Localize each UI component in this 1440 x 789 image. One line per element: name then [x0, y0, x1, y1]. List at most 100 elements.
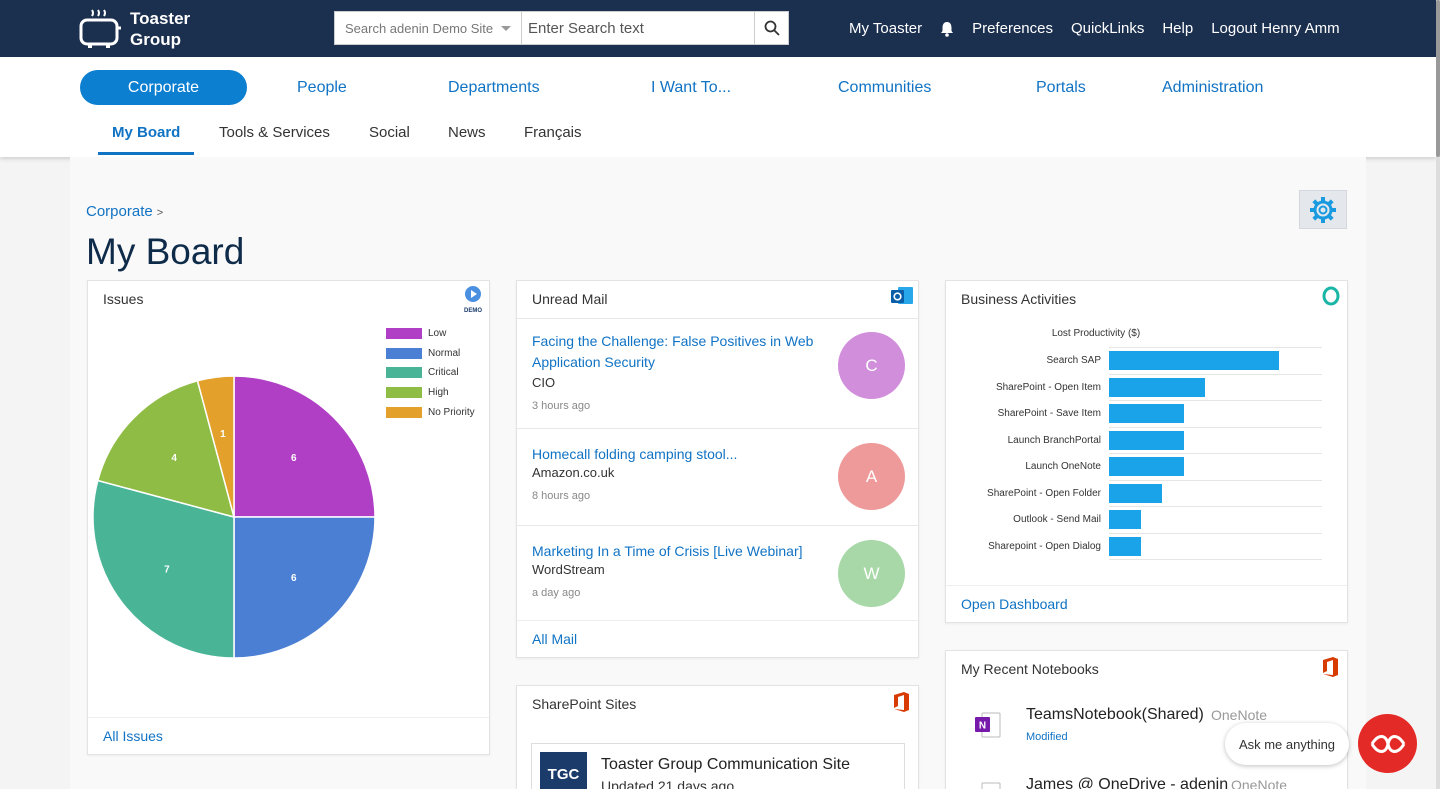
- bar[interactable]: [1109, 351, 1280, 370]
- svg-text:N: N: [979, 721, 986, 732]
- mail-subject[interactable]: Marketing In a Time of Crisis [Live Webi…: [532, 543, 803, 559]
- pie-slice-critical[interactable]: [92, 479, 235, 659]
- mail-item[interactable]: Marketing In a Time of Crisis [Live Webi…: [517, 525, 918, 622]
- tab-social[interactable]: Social: [369, 124, 410, 141]
- gridline: [1109, 426, 1322, 428]
- bell-icon[interactable]: [940, 21, 954, 37]
- bar-category-label: Search SAP: [1046, 355, 1101, 366]
- notebook-app: OneNote: [1231, 777, 1288, 789]
- top-links: My Toaster Preferences QuickLinks Help L…: [849, 0, 1340, 57]
- chat-button[interactable]: [1358, 714, 1417, 773]
- nav-departments[interactable]: Departments: [448, 79, 540, 96]
- business-title: Business Activities: [961, 291, 1077, 307]
- legend-label: No Priority: [428, 406, 475, 418]
- bar-category-label: Launch OneNote: [1025, 461, 1101, 472]
- gear-icon: [1310, 196, 1336, 223]
- bar-category-label: SharePoint - Open Item: [995, 381, 1101, 393]
- tab-my-board[interactable]: My Board: [112, 124, 181, 141]
- legend-item[interactable]: High: [386, 387, 449, 399]
- help-link[interactable]: Help: [1162, 20, 1194, 37]
- legend-swatch: [386, 328, 422, 339]
- breadcrumb: Corporate >: [86, 203, 163, 220]
- mail-item[interactable]: Homecall folding camping stool... Amazon…: [517, 428, 918, 525]
- office-icon: [1323, 657, 1338, 677]
- bar-category-label: Launch BranchPortal: [1007, 434, 1101, 446]
- site-name[interactable]: Toaster Group Communication Site: [601, 756, 850, 773]
- avatar: C: [838, 332, 905, 399]
- bar[interactable]: [1109, 430, 1184, 450]
- pie-slice-high[interactable]: [96, 379, 236, 519]
- mail-time: a day ago: [532, 587, 581, 599]
- search-input[interactable]: [522, 12, 754, 44]
- notebook-item[interactable]: James @ OneDrive - adenin OneNote: [974, 776, 1334, 789]
- demo-icon: DEMO: [462, 285, 484, 314]
- mail-time: 8 hours ago: [532, 490, 591, 502]
- nav-people[interactable]: People: [297, 79, 347, 96]
- notebook-status: Modified: [1026, 731, 1068, 743]
- notebook-name[interactable]: TeamsNotebook(Shared): [1026, 706, 1204, 723]
- settings-button[interactable]: [1299, 190, 1347, 229]
- mail-subject[interactable]: Homecall folding camping stool...: [532, 446, 738, 462]
- mail-item[interactable]: Facing the Challenge: False Positives in…: [517, 318, 918, 428]
- bar[interactable]: [1109, 536, 1141, 556]
- nav-administration[interactable]: Administration: [1162, 79, 1264, 96]
- onenote-icon: [981, 782, 1001, 789]
- tab-francais[interactable]: Français: [524, 124, 582, 141]
- pie-data-label: 6: [291, 573, 297, 584]
- legend-item[interactable]: Low: [386, 328, 446, 339]
- bar[interactable]: [1109, 457, 1184, 476]
- logout-link[interactable]: Logout Henry Amm: [1211, 20, 1340, 37]
- pie-slice-low[interactable]: [233, 375, 376, 518]
- page-scrollbar[interactable]: [1436, 0, 1440, 789]
- mail-subject[interactable]: Facing the Challenge: False Positives in…: [532, 333, 814, 370]
- nav-communities[interactable]: Communities: [838, 79, 932, 96]
- bar[interactable]: [1109, 404, 1184, 423]
- bar[interactable]: [1109, 483, 1163, 503]
- sharepoint-title: SharePoint Sites: [532, 696, 637, 712]
- assistant-icon: [1370, 734, 1405, 753]
- pie-slice-no-priority[interactable]: [196, 375, 235, 518]
- notebook-name[interactable]: James @ OneDrive - adenin: [1026, 776, 1229, 789]
- search-scope-select[interactable]: Search adenin Demo Site: [335, 12, 522, 44]
- notebook-item[interactable]: N TeamsNotebook(Shared) OneNote Modified: [974, 706, 1334, 756]
- legend-item[interactable]: Critical: [386, 367, 459, 379]
- quicklinks-link[interactable]: QuickLinks: [1070, 20, 1145, 37]
- bar-category-label: SharePoint - Save Item: [997, 408, 1101, 419]
- scrollbar-thumb[interactable]: [1436, 0, 1440, 157]
- chat-prompt[interactable]: Ask me anything: [1225, 723, 1349, 765]
- legend-item[interactable]: Normal: [386, 347, 460, 359]
- onenote-icon: N: [975, 712, 1001, 738]
- tab-news[interactable]: News: [448, 124, 486, 141]
- logo[interactable]: Toaster Group: [78, 8, 190, 50]
- nav-portals[interactable]: Portals: [1036, 79, 1086, 96]
- gridline: [1109, 373, 1322, 375]
- issues-card: Issues DEMO 6 6 7 4 1 Low Normal Critical High N…: [87, 280, 490, 755]
- outlook-icon: [891, 287, 913, 304]
- mail-sender: CIO: [532, 375, 556, 390]
- pie-slice-normal[interactable]: [233, 516, 376, 659]
- my-toaster-link[interactable]: My Toaster: [849, 20, 923, 37]
- activity-ring-icon: [1322, 286, 1340, 306]
- nav-corporate[interactable]: Corporate: [80, 70, 247, 105]
- preferences-link[interactable]: Preferences: [972, 20, 1053, 37]
- bar[interactable]: [1109, 377, 1205, 397]
- business-activities-card: Business Activities Lost Productivity ($…: [945, 280, 1348, 623]
- site-badge: TGC: [540, 752, 587, 789]
- issues-pie-chart[interactable]: 6 6 7 4 1: [88, 367, 388, 667]
- bar[interactable]: [1109, 510, 1141, 529]
- open-dashboard-link[interactable]: Open Dashboard: [946, 585, 1347, 622]
- legend-swatch: [386, 406, 422, 418]
- search-button[interactable]: [754, 12, 788, 44]
- unread-mail-card: Unread Mail Facing the Challenge: False …: [516, 280, 919, 658]
- sharepoint-site-item[interactable]: TGC Toaster Group Communication Site Upd…: [531, 743, 905, 789]
- tab-tools-services[interactable]: Tools & Services: [219, 124, 330, 141]
- notebooks-title: My Recent Notebooks: [961, 661, 1099, 677]
- mail-time: 3 hours ago: [532, 400, 591, 412]
- all-issues-link[interactable]: All Issues: [88, 717, 489, 754]
- chevron-down-icon: [501, 25, 511, 31]
- all-mail-link[interactable]: All Mail: [517, 620, 918, 657]
- nav-i-want-to[interactable]: I Want To...: [651, 79, 732, 96]
- legend-item[interactable]: No Priority: [386, 406, 475, 418]
- gridline: [1109, 479, 1322, 481]
- breadcrumb-corporate[interactable]: Corporate: [86, 203, 153, 220]
